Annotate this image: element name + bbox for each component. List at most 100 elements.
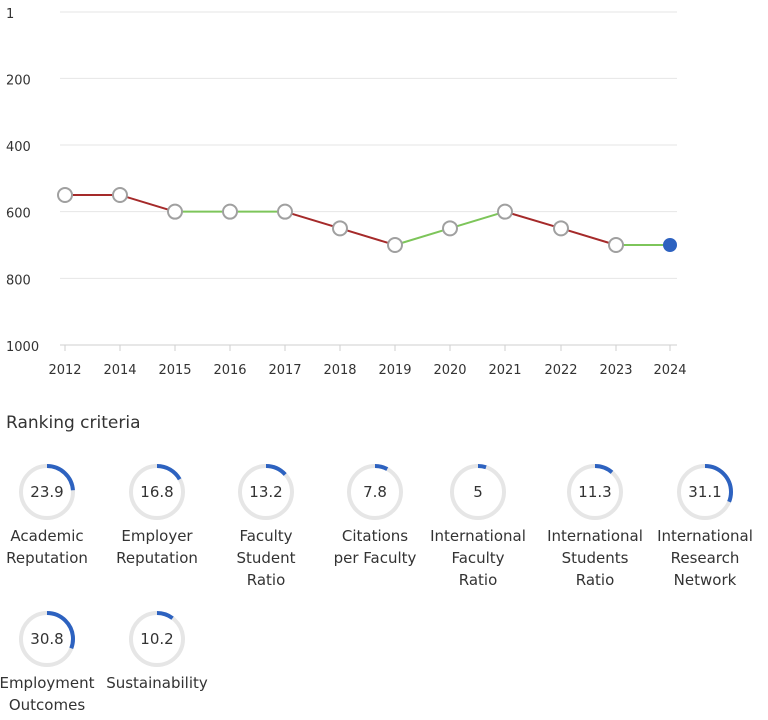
y-tick-label: 400	[6, 140, 31, 155]
gauge-ring	[450, 464, 506, 520]
criterion-label-line: Students	[561, 549, 629, 567]
criterion-label-line: Student	[236, 549, 296, 567]
criterion-label: International Students Ratio	[540, 525, 650, 591]
criterion-item: 23.9 Academic Reputation	[0, 462, 102, 569]
data-point	[277, 203, 293, 220]
x-tick-label: 2012	[48, 363, 81, 378]
criterion-item: 5 International Faculty Ratio	[423, 462, 533, 591]
criterion-label: Employer Reputation	[102, 525, 212, 569]
x-tick-label: 2014	[103, 363, 136, 378]
y-tick-label: 600	[6, 207, 31, 222]
data-point	[222, 203, 238, 220]
gauge-fill	[238, 464, 294, 520]
x-tick-label: 2019	[378, 363, 411, 378]
criterion-label: Citations per Faculty	[320, 525, 430, 569]
criterion-value: 11.3	[578, 483, 612, 501]
criterion-gauge: 13.2	[236, 462, 296, 522]
gauge-fill	[19, 464, 75, 520]
y-tick-label: 1	[6, 7, 14, 22]
gauge-ring	[238, 464, 294, 520]
criterion-label-line: Sustainability	[106, 674, 208, 692]
criterion-value: 16.8	[140, 483, 174, 501]
gauge-ring	[567, 464, 623, 520]
criterion-item: 13.2 Faculty Student Ratio	[211, 462, 321, 591]
x-tick-label: 2018	[323, 363, 356, 378]
criterion-value: 13.2	[249, 483, 283, 501]
line-segment	[560, 227, 617, 246]
x-tick-label: 2016	[213, 363, 246, 378]
criterion-label-line: Ratio	[575, 571, 615, 589]
criterion-item: 31.1 International Research Network	[650, 462, 760, 591]
latest-point	[663, 238, 677, 252]
criterion-label-line: International	[657, 527, 753, 545]
data-point	[553, 220, 569, 237]
criterion-label-line: Ratio	[246, 571, 286, 589]
line-segment	[339, 227, 396, 246]
criterion-label: Sustainability	[102, 672, 212, 694]
criterion-value: 31.1	[688, 483, 722, 501]
x-tick-label: 2022	[544, 363, 577, 378]
gauge-fill	[129, 611, 185, 667]
criterion-value: 30.8	[30, 630, 64, 648]
criterion-label-line: International	[430, 527, 526, 545]
gauge-ring	[19, 611, 75, 667]
gauge-fill	[450, 464, 506, 520]
criterion-label-line: Reputation	[6, 549, 88, 567]
criterion-label: International Research Network	[650, 525, 760, 591]
x-tick-label: 2020	[433, 363, 466, 378]
criterion-label-line: Academic	[10, 527, 84, 545]
gauge-fill	[347, 464, 403, 520]
criterion-gauge: 7.8	[345, 462, 405, 522]
criterion-label-line: Network	[673, 571, 737, 589]
data-point	[497, 203, 513, 220]
gauge-fill	[567, 464, 623, 520]
y-tick-label: 200	[6, 73, 31, 88]
criterion-item: 7.8 Citations per Faculty	[320, 462, 430, 569]
criterion-gauge: 11.3	[565, 462, 625, 522]
criterion-label-line: Employment	[0, 674, 95, 692]
criterion-label-line: Citations	[341, 527, 409, 545]
gauge-ring	[129, 611, 185, 667]
criterion-label-line: International	[547, 527, 643, 545]
criterion-label: Employment Outcomes	[0, 672, 102, 716]
criterion-gauge: 10.2	[127, 609, 187, 669]
criterion-label-line: Faculty	[451, 549, 505, 567]
criterion-value: 23.9	[30, 483, 64, 501]
criterion-item: 30.8 Employment Outcomes	[0, 609, 102, 716]
ranking-line-chart: 1 200 400 600 800 1000 2012 2014 2015 2016 2017 201…	[6, 7, 687, 378]
data-point	[57, 187, 73, 203]
x-tick-label: 2017	[268, 363, 301, 378]
criterion-gauge: 16.8	[127, 462, 187, 522]
data-point	[442, 220, 458, 237]
line-segment	[284, 210, 341, 230]
criterion-label-line: Ratio	[458, 571, 498, 589]
gauge-ring	[19, 464, 75, 520]
criterion-value: 5	[473, 483, 483, 501]
gauge-ring	[347, 464, 403, 520]
y-tick-label: 800	[6, 273, 31, 288]
criterion-value: 10.2	[140, 630, 174, 648]
line-segment	[449, 210, 506, 230]
line-segment	[504, 210, 562, 230]
data-point	[167, 203, 183, 220]
x-tick-label: 2015	[158, 363, 191, 378]
gauge-fill	[129, 464, 185, 520]
ranking-criteria-title: Ranking criteria	[6, 413, 141, 433]
data-point	[332, 220, 348, 237]
criterion-label-line: Faculty	[239, 527, 293, 545]
criterion-gauge: 31.1	[675, 462, 735, 522]
criterion-label: International Faculty Ratio	[423, 525, 533, 591]
gauge-ring	[677, 464, 733, 520]
criterion-item: 16.8 Employer Reputation	[102, 462, 212, 569]
criterion-item: 11.3 International Students Ratio	[540, 462, 650, 591]
criterion-label-line: Research	[670, 549, 740, 567]
x-tick-label: 2023	[599, 363, 632, 378]
criterion-label: Academic Reputation	[0, 525, 102, 569]
criterion-item: 10.2 Sustainability	[102, 609, 212, 694]
criterion-label-line: per Faculty	[333, 549, 417, 567]
criterion-label-line: Outcomes	[8, 696, 86, 714]
gauge-fill	[677, 464, 733, 520]
criterion-gauge: 5	[448, 462, 508, 522]
data-point	[387, 237, 403, 253]
x-tick-label: 2024	[653, 363, 686, 378]
